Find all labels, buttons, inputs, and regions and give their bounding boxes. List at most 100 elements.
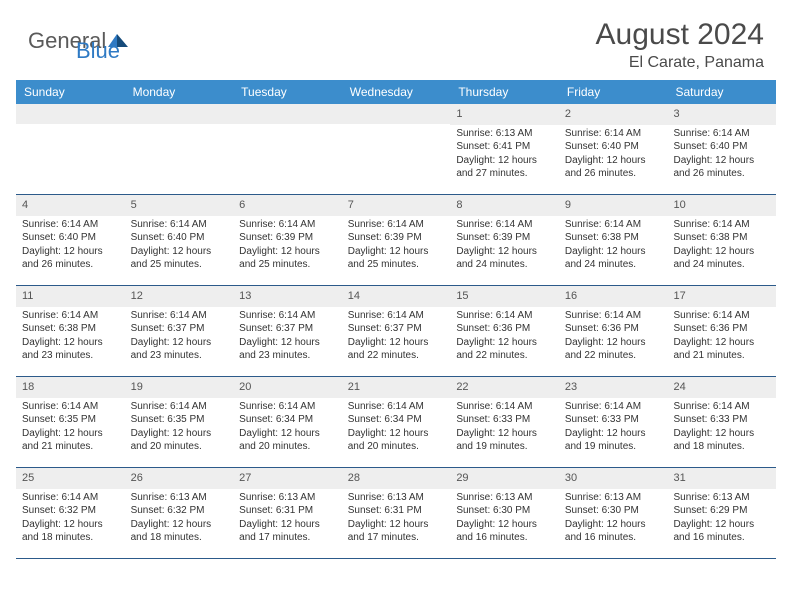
daylight1-text: Daylight: 12 hours — [348, 518, 445, 532]
day-cell: 25Sunrise: 6:14 AMSunset: 6:32 PMDayligh… — [16, 468, 125, 558]
day-number: 29 — [450, 468, 559, 489]
sunset-text: Sunset: 6:34 PM — [348, 413, 445, 427]
day-body: Sunrise: 6:14 AMSunset: 6:34 PMDaylight:… — [233, 398, 342, 458]
sunset-text: Sunset: 6:34 PM — [239, 413, 336, 427]
daylight1-text: Daylight: 12 hours — [348, 336, 445, 350]
daylight1-text: Daylight: 12 hours — [131, 518, 228, 532]
day-cell: 30Sunrise: 6:13 AMSunset: 6:30 PMDayligh… — [559, 468, 668, 558]
day-body: Sunrise: 6:14 AMSunset: 6:37 PMDaylight:… — [342, 307, 451, 367]
daylight1-text: Daylight: 12 hours — [22, 518, 119, 532]
day-number: 6 — [233, 195, 342, 216]
day-number: 25 — [16, 468, 125, 489]
day-body: Sunrise: 6:13 AMSunset: 6:31 PMDaylight:… — [233, 489, 342, 549]
daylight2-text: and 19 minutes. — [456, 440, 553, 454]
dow-cell: Sunday — [16, 80, 125, 104]
daylight1-text: Daylight: 12 hours — [565, 427, 662, 441]
daylight1-text: Daylight: 12 hours — [131, 336, 228, 350]
day-number: 7 — [342, 195, 451, 216]
day-body: Sunrise: 6:14 AMSunset: 6:35 PMDaylight:… — [16, 398, 125, 458]
day-number: 15 — [450, 286, 559, 307]
daylight2-text: and 22 minutes. — [348, 349, 445, 363]
dow-cell: Friday — [559, 80, 668, 104]
sunset-text: Sunset: 6:40 PM — [565, 140, 662, 154]
sunset-text: Sunset: 6:38 PM — [22, 322, 119, 336]
sunset-text: Sunset: 6:35 PM — [131, 413, 228, 427]
header: General Blue August 2024 El Carate, Pana… — [0, 0, 792, 80]
daylight2-text: and 26 minutes. — [565, 167, 662, 181]
daylight1-text: Daylight: 12 hours — [348, 427, 445, 441]
day-number: 20 — [233, 377, 342, 398]
sunrise-text: Sunrise: 6:14 AM — [348, 309, 445, 323]
day-cell: 15Sunrise: 6:14 AMSunset: 6:36 PMDayligh… — [450, 286, 559, 376]
day-cell: 1Sunrise: 6:13 AMSunset: 6:41 PMDaylight… — [450, 104, 559, 194]
sunset-text: Sunset: 6:33 PM — [456, 413, 553, 427]
day-body: Sunrise: 6:14 AMSunset: 6:33 PMDaylight:… — [450, 398, 559, 458]
day-cell: 21Sunrise: 6:14 AMSunset: 6:34 PMDayligh… — [342, 377, 451, 467]
day-number — [125, 104, 234, 124]
day-body: Sunrise: 6:13 AMSunset: 6:30 PMDaylight:… — [559, 489, 668, 549]
daylight1-text: Daylight: 12 hours — [565, 154, 662, 168]
day-body: Sunrise: 6:14 AMSunset: 6:34 PMDaylight:… — [342, 398, 451, 458]
day-cell: 31Sunrise: 6:13 AMSunset: 6:29 PMDayligh… — [667, 468, 776, 558]
daylight2-text: and 17 minutes. — [239, 531, 336, 545]
daylight1-text: Daylight: 12 hours — [673, 336, 770, 350]
day-body: Sunrise: 6:13 AMSunset: 6:29 PMDaylight:… — [667, 489, 776, 549]
sunrise-text: Sunrise: 6:14 AM — [348, 400, 445, 414]
day-number: 3 — [667, 104, 776, 125]
daylight2-text: and 18 minutes. — [131, 531, 228, 545]
day-cell: 23Sunrise: 6:14 AMSunset: 6:33 PMDayligh… — [559, 377, 668, 467]
logo: General Blue — [28, 18, 148, 64]
daylight2-text: and 26 minutes. — [673, 167, 770, 181]
sunrise-text: Sunrise: 6:14 AM — [565, 309, 662, 323]
day-number: 8 — [450, 195, 559, 216]
sunrise-text: Sunrise: 6:13 AM — [456, 127, 553, 141]
daylight2-text: and 23 minutes. — [239, 349, 336, 363]
sunset-text: Sunset: 6:39 PM — [456, 231, 553, 245]
daylight2-text: and 27 minutes. — [456, 167, 553, 181]
daylight2-text: and 16 minutes. — [565, 531, 662, 545]
daylight2-text: and 16 minutes. — [673, 531, 770, 545]
day-cell — [342, 104, 451, 194]
day-number: 23 — [559, 377, 668, 398]
sunrise-text: Sunrise: 6:13 AM — [348, 491, 445, 505]
daylight2-text: and 16 minutes. — [456, 531, 553, 545]
day-number: 12 — [125, 286, 234, 307]
week-row: 18Sunrise: 6:14 AMSunset: 6:35 PMDayligh… — [16, 377, 776, 468]
day-cell: 20Sunrise: 6:14 AMSunset: 6:34 PMDayligh… — [233, 377, 342, 467]
day-number: 4 — [16, 195, 125, 216]
day-number: 16 — [559, 286, 668, 307]
day-number: 1 — [450, 104, 559, 125]
sunrise-text: Sunrise: 6:14 AM — [22, 309, 119, 323]
daylight2-text: and 18 minutes. — [22, 531, 119, 545]
sunset-text: Sunset: 6:38 PM — [565, 231, 662, 245]
day-cell: 6Sunrise: 6:14 AMSunset: 6:39 PMDaylight… — [233, 195, 342, 285]
sunrise-text: Sunrise: 6:13 AM — [456, 491, 553, 505]
daylight1-text: Daylight: 12 hours — [456, 245, 553, 259]
sunset-text: Sunset: 6:37 PM — [239, 322, 336, 336]
day-cell: 26Sunrise: 6:13 AMSunset: 6:32 PMDayligh… — [125, 468, 234, 558]
week-row: 11Sunrise: 6:14 AMSunset: 6:38 PMDayligh… — [16, 286, 776, 377]
daylight2-text: and 23 minutes. — [22, 349, 119, 363]
daylight2-text: and 24 minutes. — [456, 258, 553, 272]
daylight1-text: Daylight: 12 hours — [456, 336, 553, 350]
day-cell: 9Sunrise: 6:14 AMSunset: 6:38 PMDaylight… — [559, 195, 668, 285]
sunrise-text: Sunrise: 6:14 AM — [22, 400, 119, 414]
daylight2-text: and 21 minutes. — [22, 440, 119, 454]
sunset-text: Sunset: 6:32 PM — [22, 504, 119, 518]
daylight1-text: Daylight: 12 hours — [239, 245, 336, 259]
day-number: 11 — [16, 286, 125, 307]
day-number: 22 — [450, 377, 559, 398]
daylight1-text: Daylight: 12 hours — [673, 154, 770, 168]
day-cell — [233, 104, 342, 194]
week-row: 25Sunrise: 6:14 AMSunset: 6:32 PMDayligh… — [16, 468, 776, 559]
day-number: 5 — [125, 195, 234, 216]
sunset-text: Sunset: 6:36 PM — [456, 322, 553, 336]
day-number: 14 — [342, 286, 451, 307]
sunrise-text: Sunrise: 6:14 AM — [22, 218, 119, 232]
sunrise-text: Sunrise: 6:14 AM — [565, 127, 662, 141]
sunrise-text: Sunrise: 6:14 AM — [239, 218, 336, 232]
logo-text-blue: Blue — [76, 38, 120, 64]
day-cell: 12Sunrise: 6:14 AMSunset: 6:37 PMDayligh… — [125, 286, 234, 376]
daylight2-text: and 18 minutes. — [673, 440, 770, 454]
weeks-container: 1Sunrise: 6:13 AMSunset: 6:41 PMDaylight… — [16, 104, 776, 559]
